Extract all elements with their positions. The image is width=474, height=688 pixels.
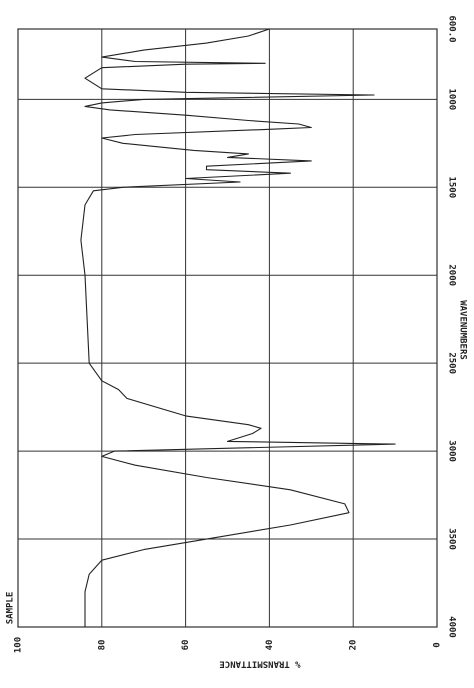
y-axis-label: % TRANSMITTANCE <box>219 659 300 669</box>
y-tick-label: 80 <box>97 640 107 651</box>
x-tick-label: 2000 <box>447 264 457 286</box>
x-tick-label: 2500 <box>447 352 457 374</box>
y-tick-label: 20 <box>349 640 359 651</box>
x-tick-label: 600.0 <box>447 15 457 42</box>
y-tick-label: 40 <box>265 640 275 651</box>
x-tick-label: 1000 <box>447 89 457 111</box>
y-tick-label: 60 <box>181 640 191 651</box>
x-tick-label: 3000 <box>447 440 457 462</box>
x-tick-label: 3500 <box>447 528 457 550</box>
x-tick-label: 4000 <box>447 616 457 638</box>
annotation: SAMPLE <box>6 592 16 625</box>
spectrum-line <box>80 28 396 627</box>
y-tick-label: 0 <box>433 642 443 647</box>
x-tick-label: 1500 <box>447 176 457 198</box>
x-axis-label: WAVENUMBERS <box>458 300 468 360</box>
y-tick-label: 100 <box>14 637 24 653</box>
